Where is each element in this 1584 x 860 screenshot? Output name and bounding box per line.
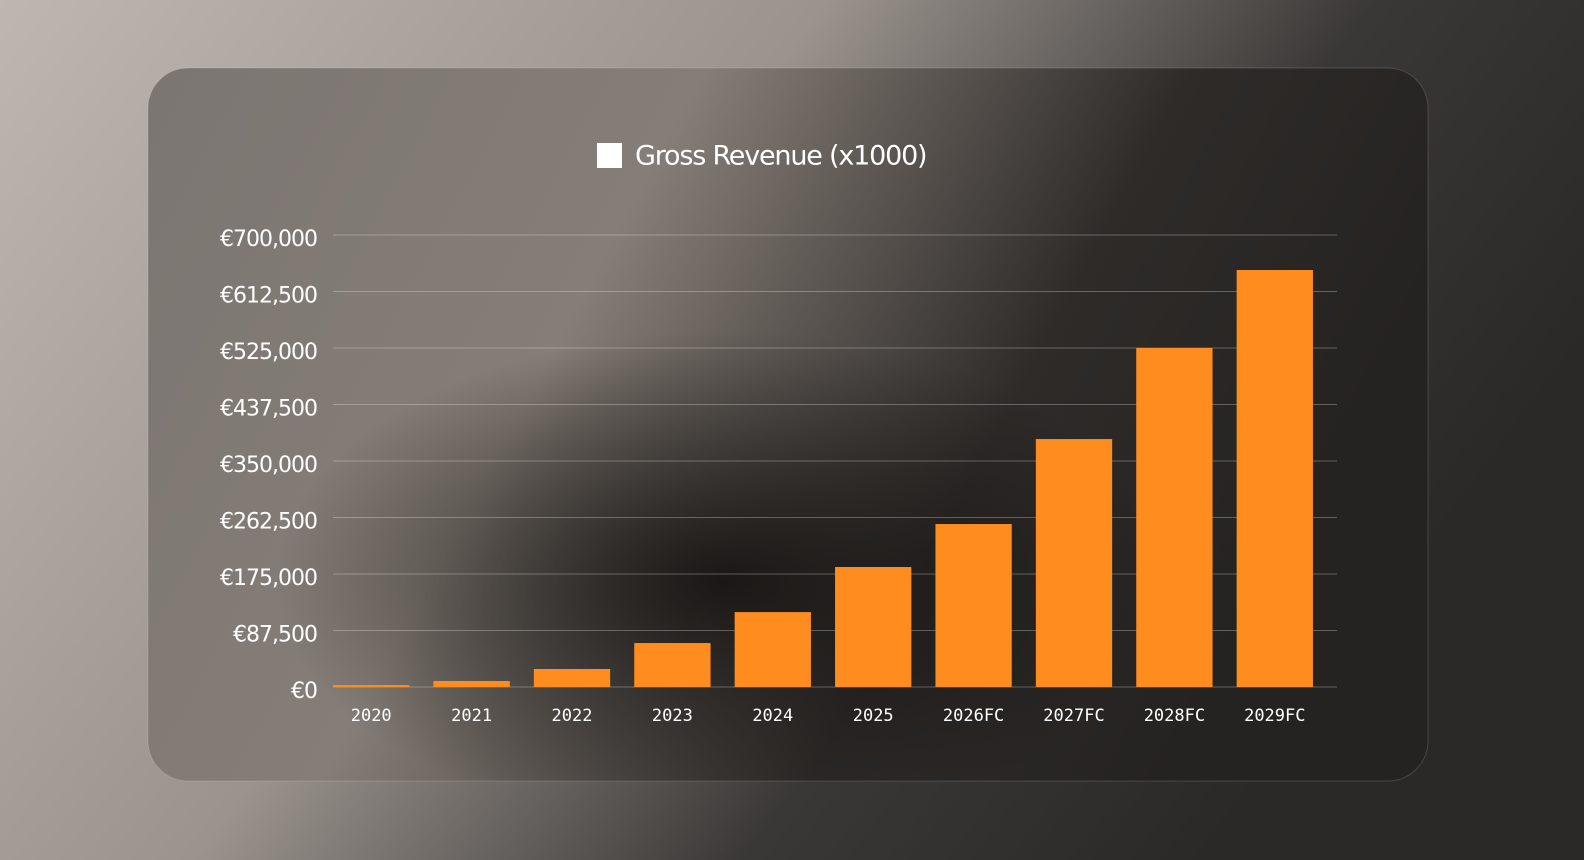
bar (1136, 348, 1213, 687)
bar (433, 680, 510, 687)
legend-swatch (597, 143, 622, 168)
bar (734, 612, 811, 687)
x-tick-label: 2028FC (1144, 706, 1205, 726)
x-tick-label: 2021 (451, 706, 492, 726)
x-tick-label: 2027FC (1043, 706, 1104, 726)
x-tick-label: 2022 (552, 706, 593, 726)
y-tick-label: €87,500 (233, 623, 317, 648)
x-tick-label: 2026FC (943, 706, 1004, 726)
x-tick-label: 2029FC (1244, 706, 1305, 726)
bar (835, 567, 912, 687)
y-tick-label: €350,000 (220, 453, 317, 478)
bar (1236, 269, 1313, 687)
y-tick-label: €175,000 (220, 566, 317, 591)
x-tick-label: 2025 (853, 706, 894, 726)
bar (533, 668, 611, 687)
y-tick-label: €0 (291, 679, 317, 704)
plot: €0 €87,500 €175,000 €262,500 €350,000 €437,50… (220, 141, 1337, 726)
bar (634, 643, 711, 687)
y-tick-label: €525,000 (220, 340, 317, 365)
bar (333, 685, 410, 687)
x-tick-label: 2024 (752, 706, 793, 726)
y-tick-label: €437,500 (220, 397, 317, 422)
x-tick-label: 2020 (351, 706, 392, 726)
x-tick-label: 2023 (652, 706, 693, 726)
y-tick-label: €612,500 (220, 284, 317, 309)
y-tick-label: €262,500 (220, 510, 317, 535)
legend-label: Gross Revenue (x1000) (635, 141, 926, 172)
bar (935, 524, 1012, 687)
y-tick-label: €700,000 (220, 227, 317, 252)
bar (1035, 439, 1113, 687)
